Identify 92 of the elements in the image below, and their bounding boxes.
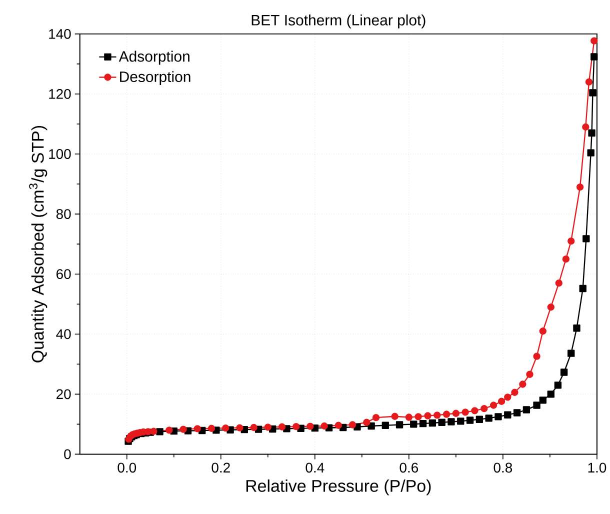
point (511, 388, 518, 396)
point (547, 390, 554, 398)
point (250, 424, 258, 432)
point (539, 396, 546, 404)
point (424, 412, 432, 420)
point (590, 37, 598, 44)
point (573, 324, 580, 332)
point (396, 421, 404, 428)
point (568, 350, 575, 357)
point (264, 424, 272, 431)
point (490, 402, 498, 409)
point (363, 418, 370, 426)
point (513, 409, 521, 416)
x-tick-label: 0.6 (400, 462, 418, 473)
point (480, 404, 488, 412)
point (471, 407, 478, 414)
point (589, 89, 596, 96)
y-tick-label: 60 (56, 269, 71, 279)
y-tick-label: 80 (56, 209, 71, 219)
point (526, 370, 534, 378)
point (533, 402, 540, 409)
y-tick-label: 140 (49, 28, 71, 39)
chart-title: BET Isotherm (Linear plot) (252, 14, 426, 28)
point (414, 413, 422, 420)
point (448, 418, 455, 426)
point (457, 418, 464, 425)
point (208, 424, 216, 432)
point (547, 303, 554, 311)
point (222, 424, 230, 432)
y-tick-label: 0 (64, 449, 71, 460)
point (368, 422, 375, 430)
point (156, 428, 164, 436)
y-axis-title: Quantity Adsorbed (cm$^{3}$/g STP) (29, 126, 48, 362)
y-tick-label: 40 (56, 329, 71, 340)
point (194, 425, 201, 432)
y-tick-label: 100 (49, 149, 71, 159)
point (585, 78, 593, 86)
point (348, 421, 356, 428)
point (485, 414, 492, 422)
point (462, 408, 469, 416)
point (391, 412, 398, 420)
point (498, 398, 506, 405)
y-tick-label: 120 (49, 88, 71, 99)
point (476, 416, 484, 423)
point (372, 414, 380, 422)
point (555, 279, 562, 287)
point (519, 380, 526, 388)
point (442, 410, 450, 418)
point (504, 411, 512, 418)
point (576, 183, 584, 191)
point (438, 418, 446, 426)
point (452, 410, 460, 417)
x-axis-title: Relative Pressure (P/Po) (246, 479, 431, 496)
point (494, 413, 502, 420)
point (560, 368, 568, 376)
point (410, 420, 418, 428)
point (428, 419, 436, 427)
point (504, 394, 512, 401)
point (434, 412, 441, 419)
legend-label: Adsorption (118, 50, 190, 65)
point (236, 424, 244, 432)
point (522, 406, 530, 414)
point (582, 123, 590, 131)
point (533, 352, 540, 360)
x-tick-label: 0.0 (118, 462, 136, 473)
point (587, 149, 594, 156)
x-tick-label: 0.8 (494, 462, 512, 473)
point (419, 420, 427, 428)
point (278, 423, 286, 430)
point (466, 416, 474, 424)
x-tick-label: 0.2 (212, 462, 230, 473)
point (292, 422, 300, 430)
point (180, 426, 187, 433)
y-tick-label: 20 (56, 389, 71, 400)
legend-label: Desorption (120, 71, 190, 85)
point (306, 422, 314, 430)
x-tick-label: 1.0 (588, 462, 606, 473)
point (568, 237, 575, 245)
point (334, 422, 342, 429)
point (150, 428, 158, 435)
point (579, 284, 586, 292)
point (382, 422, 390, 429)
point (166, 426, 173, 434)
x-tick-label: 0.4 (306, 462, 324, 473)
point (320, 422, 328, 430)
point (590, 53, 598, 60)
point (562, 255, 570, 263)
point (539, 327, 546, 335)
point (405, 414, 413, 421)
point (588, 129, 596, 137)
point (554, 382, 562, 389)
point (582, 235, 590, 242)
